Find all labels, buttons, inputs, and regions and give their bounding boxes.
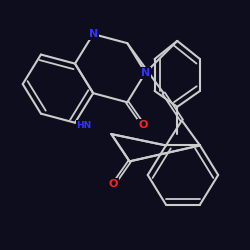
Text: N: N — [141, 68, 150, 78]
Text: O: O — [138, 120, 148, 130]
Text: O: O — [109, 179, 118, 189]
Text: N: N — [88, 29, 98, 39]
Text: HN: HN — [76, 120, 92, 130]
